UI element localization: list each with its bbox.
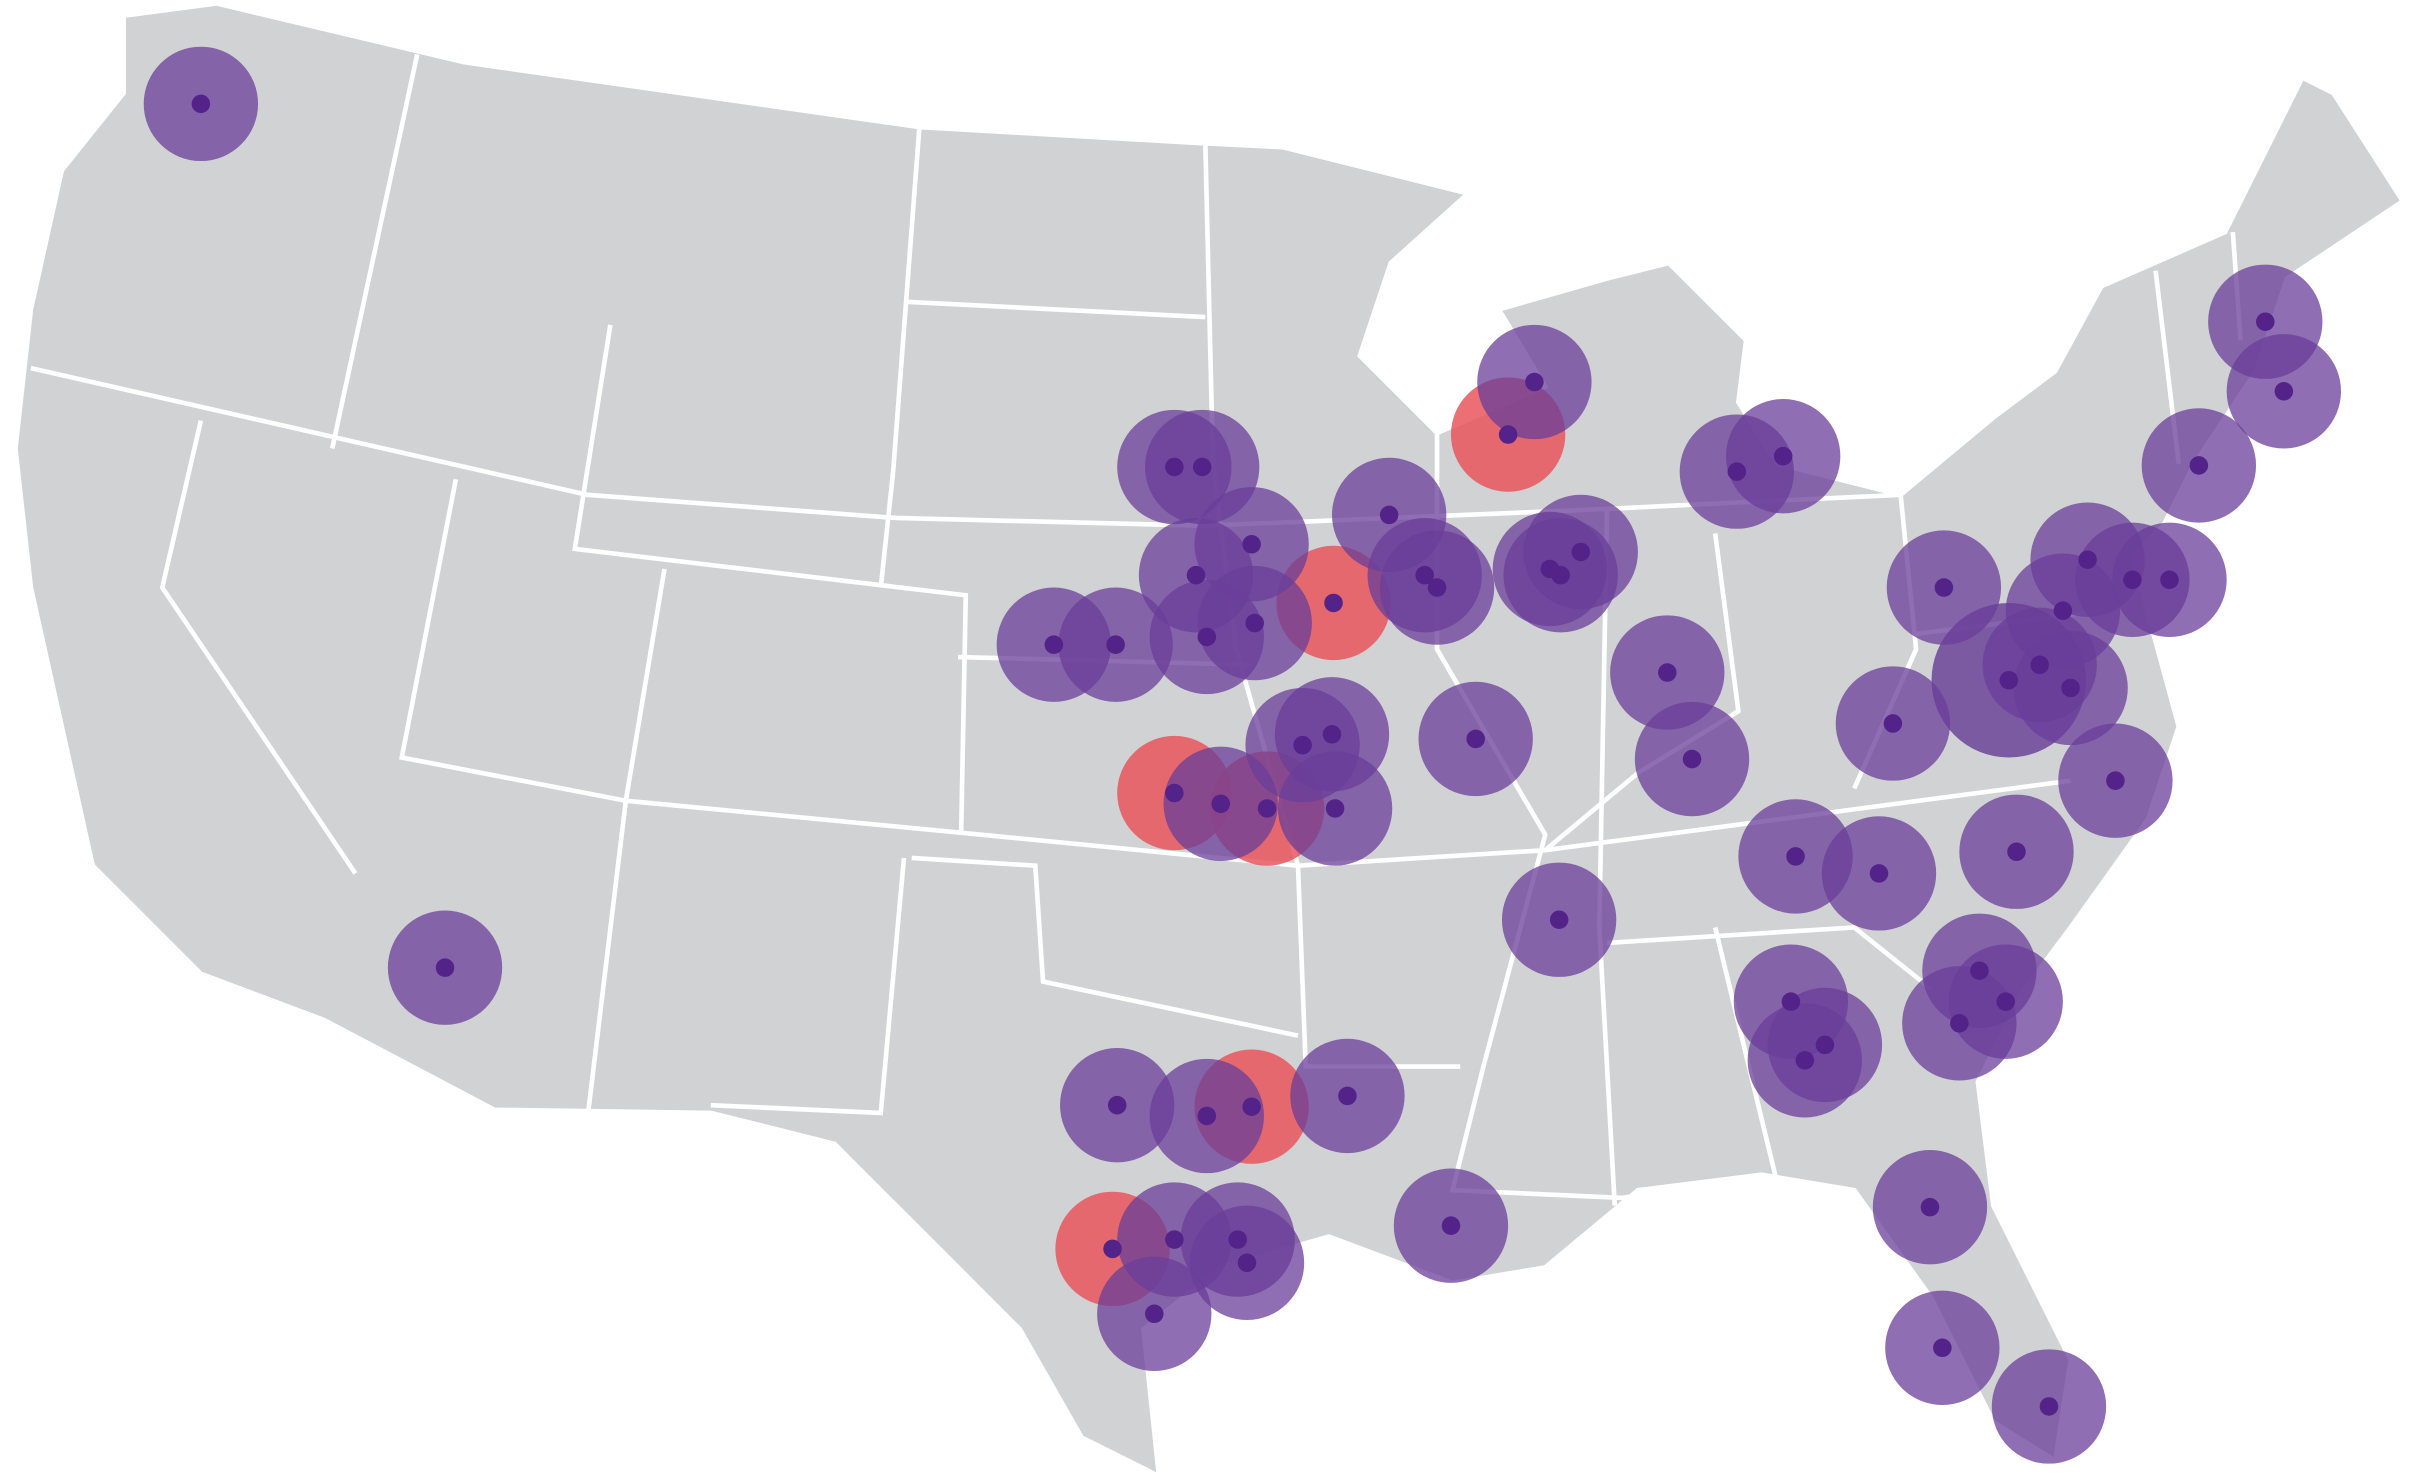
location-dot bbox=[1242, 1097, 1261, 1116]
location-dot bbox=[1869, 864, 1889, 883]
markers bbox=[143, 46, 2342, 1464]
location-dot bbox=[1571, 542, 1591, 562]
location-dot bbox=[1795, 1051, 1815, 1070]
location-dot bbox=[1996, 992, 2015, 1011]
location-dot bbox=[1498, 425, 1518, 444]
location-dot bbox=[1934, 578, 1954, 597]
location-dot bbox=[1228, 1230, 1247, 1249]
location-dot bbox=[1103, 1239, 1122, 1259]
location-dot bbox=[1883, 714, 1903, 733]
location-dot bbox=[1186, 565, 1206, 585]
location-dot bbox=[2106, 771, 2125, 790]
location-dot bbox=[1197, 1106, 1217, 1126]
location-dot bbox=[1933, 1338, 1952, 1358]
location-dot bbox=[1107, 1095, 1127, 1115]
location-dot bbox=[1106, 635, 1125, 654]
location-dot bbox=[1165, 1230, 1184, 1249]
location-dot bbox=[1257, 799, 1277, 818]
location-dot bbox=[1682, 749, 1702, 769]
location-dot bbox=[2053, 601, 2073, 620]
location-dot bbox=[2160, 570, 2179, 590]
location-dot bbox=[1197, 627, 1217, 647]
location-dot bbox=[1815, 1035, 1835, 1055]
location-dot bbox=[191, 94, 211, 114]
location-dot bbox=[1551, 565, 1570, 585]
location-dot bbox=[1786, 847, 1805, 866]
location-dot bbox=[435, 958, 455, 977]
location-dot bbox=[2061, 678, 2080, 698]
location-dot bbox=[1145, 1304, 1164, 1324]
location-dot bbox=[1427, 578, 1447, 597]
location-dot bbox=[1441, 1216, 1461, 1235]
location-dot bbox=[1211, 794, 1230, 814]
location-dot bbox=[1192, 457, 1212, 477]
location-dot bbox=[1245, 613, 1264, 633]
location-dot bbox=[1044, 635, 1064, 654]
location-dot bbox=[1549, 910, 1569, 930]
location-dot bbox=[1999, 670, 2019, 690]
location-dot bbox=[1324, 593, 1343, 613]
location-dot bbox=[1950, 1014, 1969, 1033]
location-dot bbox=[2274, 382, 2294, 401]
location-dot bbox=[1466, 729, 1485, 749]
location-dot bbox=[2039, 1397, 2059, 1416]
location-dot bbox=[1727, 462, 1747, 481]
location-dot bbox=[1379, 505, 1399, 525]
location-dot bbox=[1781, 992, 1801, 1011]
location-dot bbox=[2189, 456, 2209, 475]
location-dot bbox=[2256, 312, 2275, 332]
location-dot bbox=[2078, 550, 2097, 569]
location-dot bbox=[2030, 655, 2049, 675]
location-dot bbox=[1773, 446, 1793, 466]
location-dot bbox=[1525, 372, 1544, 392]
location-dot bbox=[1325, 799, 1345, 818]
location-dot bbox=[1322, 725, 1342, 744]
location-dot bbox=[1165, 783, 1184, 803]
location-dot bbox=[1293, 735, 1312, 755]
location-dot bbox=[1237, 1253, 1257, 1273]
location-dot bbox=[1970, 961, 1989, 981]
location-dot bbox=[1920, 1197, 1940, 1217]
location-dot bbox=[1165, 457, 1184, 477]
location-dot bbox=[2123, 570, 2142, 590]
location-dot bbox=[1338, 1086, 1357, 1106]
location-dot bbox=[1242, 534, 1261, 554]
location-dot bbox=[1415, 565, 1434, 585]
location-dot bbox=[2007, 842, 2026, 862]
location-dot bbox=[1658, 663, 1677, 682]
